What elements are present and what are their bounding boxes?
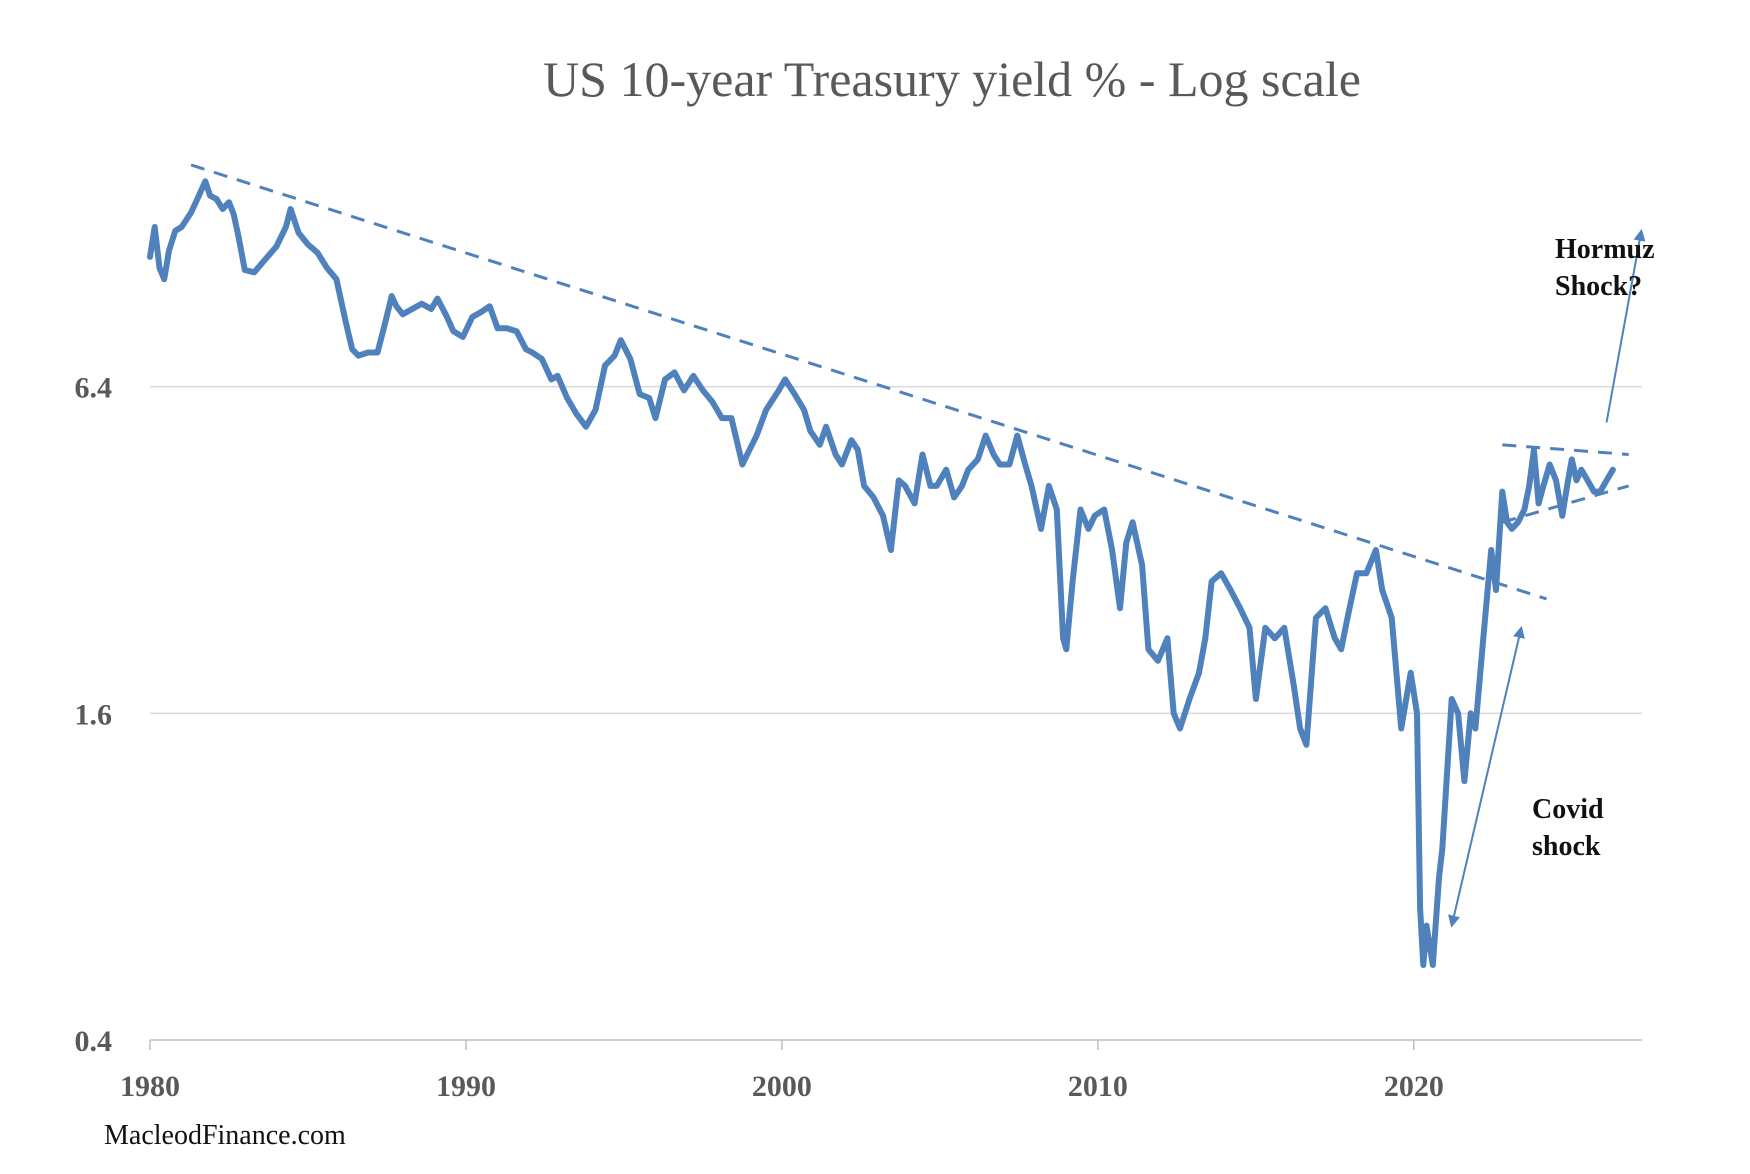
axes: 0.4 1.6 6.4 1980 1990 2000 2010 2020 — [75, 372, 1642, 1103]
hormuz-arrow — [1605, 228, 1646, 423]
trendlines — [190, 163, 1630, 601]
series — [147, 178, 1616, 968]
x-tick-label: 2020 — [1384, 1070, 1444, 1103]
covid-arrow — [1448, 627, 1523, 928]
covid-annotation: Covid shock — [1532, 794, 1611, 862]
arrows — [1448, 228, 1646, 928]
chart-title: US 10-year Treasury yield % - Log scale — [543, 51, 1361, 107]
hormuz-annotation: Hormuz Shock? — [1555, 234, 1662, 302]
credit-text: MacleodFinance.com — [104, 1120, 346, 1151]
gridlines — [150, 385, 1642, 715]
y-tick-label: 6.4 — [75, 372, 113, 405]
y-tick-label: 0.4 — [75, 1025, 113, 1058]
trendline-2 — [1502, 443, 1629, 456]
x-tick-label: 2010 — [1068, 1070, 1128, 1103]
trendline-3 — [1501, 484, 1630, 524]
trendline-1 — [190, 163, 1547, 601]
x-tick-label: 2000 — [752, 1070, 812, 1103]
y-tick-label: 1.6 — [75, 698, 113, 731]
x-tick-label: 1980 — [120, 1070, 180, 1103]
series-line-1 — [147, 178, 1616, 968]
x-tick-label: 1990 — [436, 1070, 496, 1103]
